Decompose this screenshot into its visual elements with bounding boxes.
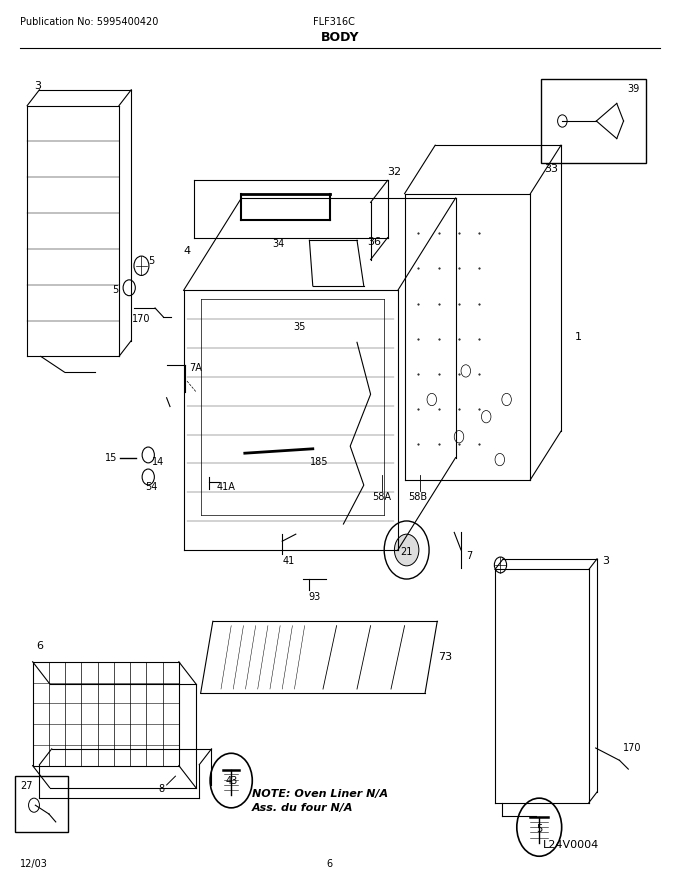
- Bar: [15, 776, 68, 832]
- Text: NOTE: Oven Liner N/A: NOTE: Oven Liner N/A: [252, 788, 388, 799]
- Text: 7: 7: [466, 551, 473, 561]
- Text: 32: 32: [388, 166, 401, 177]
- Text: L24V0004: L24V0004: [543, 840, 599, 850]
- Text: 3: 3: [602, 555, 609, 566]
- Text: 39: 39: [627, 84, 639, 93]
- Text: 73: 73: [439, 652, 452, 663]
- Text: 41A: 41A: [216, 481, 235, 492]
- Text: 170: 170: [623, 743, 641, 753]
- Text: 6: 6: [36, 641, 43, 651]
- Bar: [541, 79, 646, 163]
- Text: 7A: 7A: [190, 363, 202, 373]
- Text: 34: 34: [273, 239, 285, 249]
- Text: 170: 170: [131, 313, 150, 324]
- Text: 21: 21: [401, 546, 413, 557]
- Text: Publication No: 5995400420: Publication No: 5995400420: [20, 17, 158, 27]
- Text: 6: 6: [326, 859, 333, 869]
- Text: 4: 4: [184, 246, 190, 256]
- Text: 27: 27: [20, 781, 33, 791]
- Text: BODY: BODY: [321, 32, 359, 44]
- Text: Ass. du four N/A: Ass. du four N/A: [252, 803, 353, 813]
- Text: 58B: 58B: [409, 492, 428, 502]
- Text: 33: 33: [544, 164, 558, 174]
- Text: 54: 54: [145, 481, 157, 492]
- Text: 43: 43: [225, 776, 237, 787]
- Text: 8: 8: [158, 784, 165, 795]
- Text: 5: 5: [112, 284, 119, 295]
- Text: 14: 14: [152, 457, 165, 467]
- Text: 12/03: 12/03: [20, 859, 48, 869]
- Circle shape: [394, 534, 419, 566]
- Text: 41: 41: [283, 556, 295, 567]
- Text: 93: 93: [309, 591, 321, 602]
- Text: 3: 3: [34, 81, 41, 92]
- Text: 5: 5: [536, 824, 543, 834]
- Text: 185: 185: [310, 457, 329, 467]
- Text: 58A: 58A: [373, 492, 392, 502]
- Text: 36: 36: [367, 237, 381, 247]
- Text: 5: 5: [148, 256, 154, 267]
- Text: FLF316C: FLF316C: [313, 17, 355, 27]
- Text: 1: 1: [575, 332, 581, 341]
- Text: 15: 15: [105, 452, 117, 463]
- Text: 35: 35: [293, 322, 305, 332]
